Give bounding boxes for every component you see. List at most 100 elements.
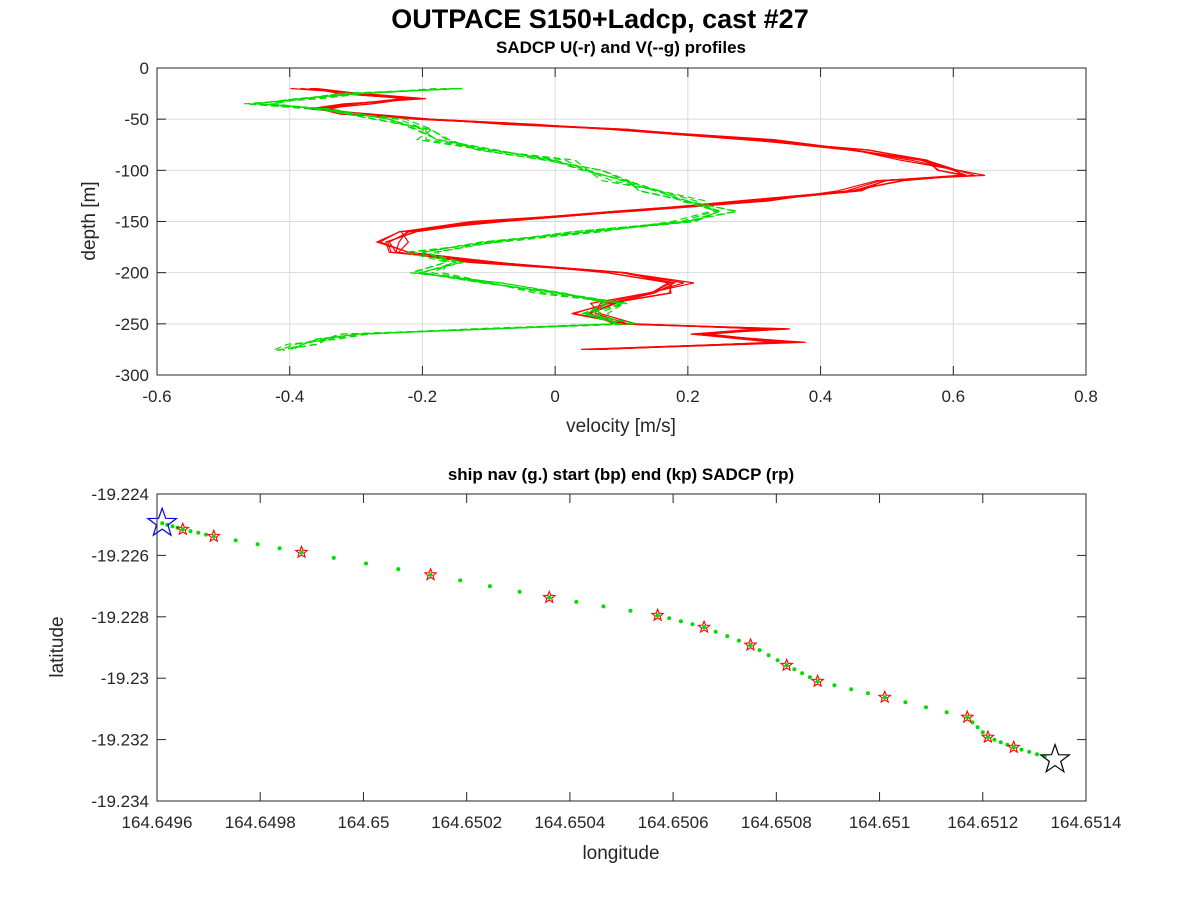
ship-nav-point	[428, 572, 433, 577]
ship-nav-point	[725, 634, 730, 639]
u-profile-line	[309, 87, 967, 350]
ship-nav-point	[667, 616, 672, 621]
ship-nav-point	[364, 561, 368, 566]
velocity-profile-panel: SADCP U(-r) and V(--g) profiles -0.6 -0.4…	[79, 38, 1098, 437]
ship-nav-point	[784, 663, 789, 668]
track-x-tick-label: 164.6504	[534, 813, 605, 832]
profile-y-tick-label: -150	[115, 213, 149, 232]
sadcp-point	[423, 567, 438, 581]
profile-x-tick-label: 0.2	[676, 387, 700, 406]
ship-nav-point	[970, 720, 975, 725]
v-profile-line	[256, 87, 724, 351]
ship-nav-point	[903, 700, 908, 705]
ship-nav-point	[574, 599, 579, 604]
ship-nav-point	[277, 546, 282, 551]
u-profile-line	[300, 87, 976, 350]
track-y-tick-label: -19.228	[91, 608, 149, 627]
ship-nav-point	[628, 608, 633, 613]
ship-nav-point	[547, 595, 552, 600]
profile-y-tick-label: -250	[115, 315, 149, 334]
ship-nav-point	[196, 530, 201, 535]
track-x-tick-label: 164.6506	[638, 813, 709, 832]
ship-nav-point	[204, 532, 208, 537]
ship-nav-point	[1027, 749, 1032, 754]
ship-nav-point	[188, 529, 193, 534]
ship-nav-point	[255, 542, 260, 547]
track-y-tick-label: -19.224	[91, 485, 149, 504]
track-y-tick-label: -19.23	[101, 669, 149, 688]
sadcp-point	[810, 673, 825, 688]
ship-nav-point	[180, 527, 185, 532]
ship-nav-point	[992, 737, 997, 742]
profile-x-tick-label: 0.8	[1074, 387, 1098, 406]
sadcp-point	[877, 689, 892, 704]
track-axes-box	[156, 493, 1087, 802]
ship-nav-point	[807, 675, 812, 680]
track-y-tick-label: -19.234	[91, 792, 149, 811]
end-marker	[1039, 742, 1072, 774]
sadcp-point	[206, 528, 221, 543]
ship-nav-point	[748, 643, 753, 647]
track-x-tick-label: 164.65	[337, 813, 389, 832]
sadcp-point	[743, 637, 758, 652]
v-profile-line	[270, 87, 736, 351]
sadcp-point	[175, 521, 190, 536]
sadcp-point	[980, 729, 996, 744]
ship-nav-point	[1019, 747, 1024, 752]
track-x-tick-label: 164.6502	[431, 813, 502, 832]
ship-nav-point	[944, 710, 949, 715]
profile-x-tick-label: 0.4	[809, 387, 833, 406]
sadcp-point	[779, 657, 794, 672]
ship-nav-point	[160, 521, 165, 526]
ship-nav-point	[766, 653, 771, 658]
ship-nav-point	[678, 619, 683, 624]
ship-nav-point	[458, 578, 463, 583]
track-ticks: 164.6496 164.6498 164.65 164.6502 164.6504 16…	[91, 485, 1121, 832]
track-y-axis-label: latitude	[47, 616, 68, 677]
profile-chart-title: SADCP U(-r) and V(--g) profiles	[496, 38, 746, 57]
track-x-tick-label: 164.6498	[225, 813, 296, 832]
track-x-tick-label: 164.6514	[1051, 813, 1122, 832]
ship-nav-point	[980, 730, 985, 735]
track-y-tick-label: -19.226	[91, 546, 149, 565]
profile-ticks: -0.6 -0.4 -0.2 0 0.2 0.4 0.6 0.8 0 -50 -100 -150 -20…	[115, 59, 1098, 406]
profile-x-tick-label: -0.6	[142, 387, 171, 406]
u-profile-line	[290, 87, 986, 350]
sadcp-point	[960, 709, 975, 724]
profile-gridlines	[156, 67, 1087, 376]
ship-nav-point	[998, 740, 1003, 745]
ship-nav-point	[233, 538, 238, 543]
profile-x-axis-label: velocity [m/s]	[566, 416, 676, 437]
ship-nav-point	[1011, 745, 1016, 750]
profile-x-tick-label: 0.6	[941, 387, 965, 406]
ship-nav-point	[713, 629, 718, 634]
sadcp-point	[1006, 739, 1021, 754]
ship-nav-point	[815, 679, 820, 684]
ship-nav-point	[792, 667, 797, 672]
profile-x-tick-label: -0.2	[408, 387, 437, 406]
track-series	[146, 506, 1072, 774]
profile-y-tick-label: -100	[115, 161, 149, 180]
track-y-tick-label: -19.232	[91, 731, 149, 750]
ship-nav-point	[299, 550, 304, 555]
profile-y-tick-label: -300	[115, 366, 149, 385]
ship-nav-point	[832, 683, 837, 688]
ship-nav-point	[800, 671, 805, 676]
ship-nav-point	[924, 705, 928, 710]
v-profile-line	[255, 87, 721, 351]
v-profile-line	[249, 87, 717, 351]
figure-title: OUTPACE S150+Ladcp, cast #27	[391, 4, 808, 34]
start-marker	[146, 506, 179, 537]
profile-series	[244, 87, 986, 351]
track-x-axis-label: longitude	[582, 843, 659, 864]
ship-nav-point	[865, 691, 870, 696]
profile-x-tick-label: -0.4	[275, 387, 304, 406]
v-profile-line	[244, 87, 712, 351]
track-chart-title: ship nav (g.) start (bp) end (kp) SADCP …	[448, 465, 794, 484]
ship-nav-point	[736, 638, 741, 643]
ship-nav-point	[757, 648, 762, 653]
ship-nav-point	[702, 625, 707, 630]
profile-y-tick-label: -200	[115, 264, 149, 283]
profile-y-axis-label: depth [m]	[79, 181, 100, 260]
